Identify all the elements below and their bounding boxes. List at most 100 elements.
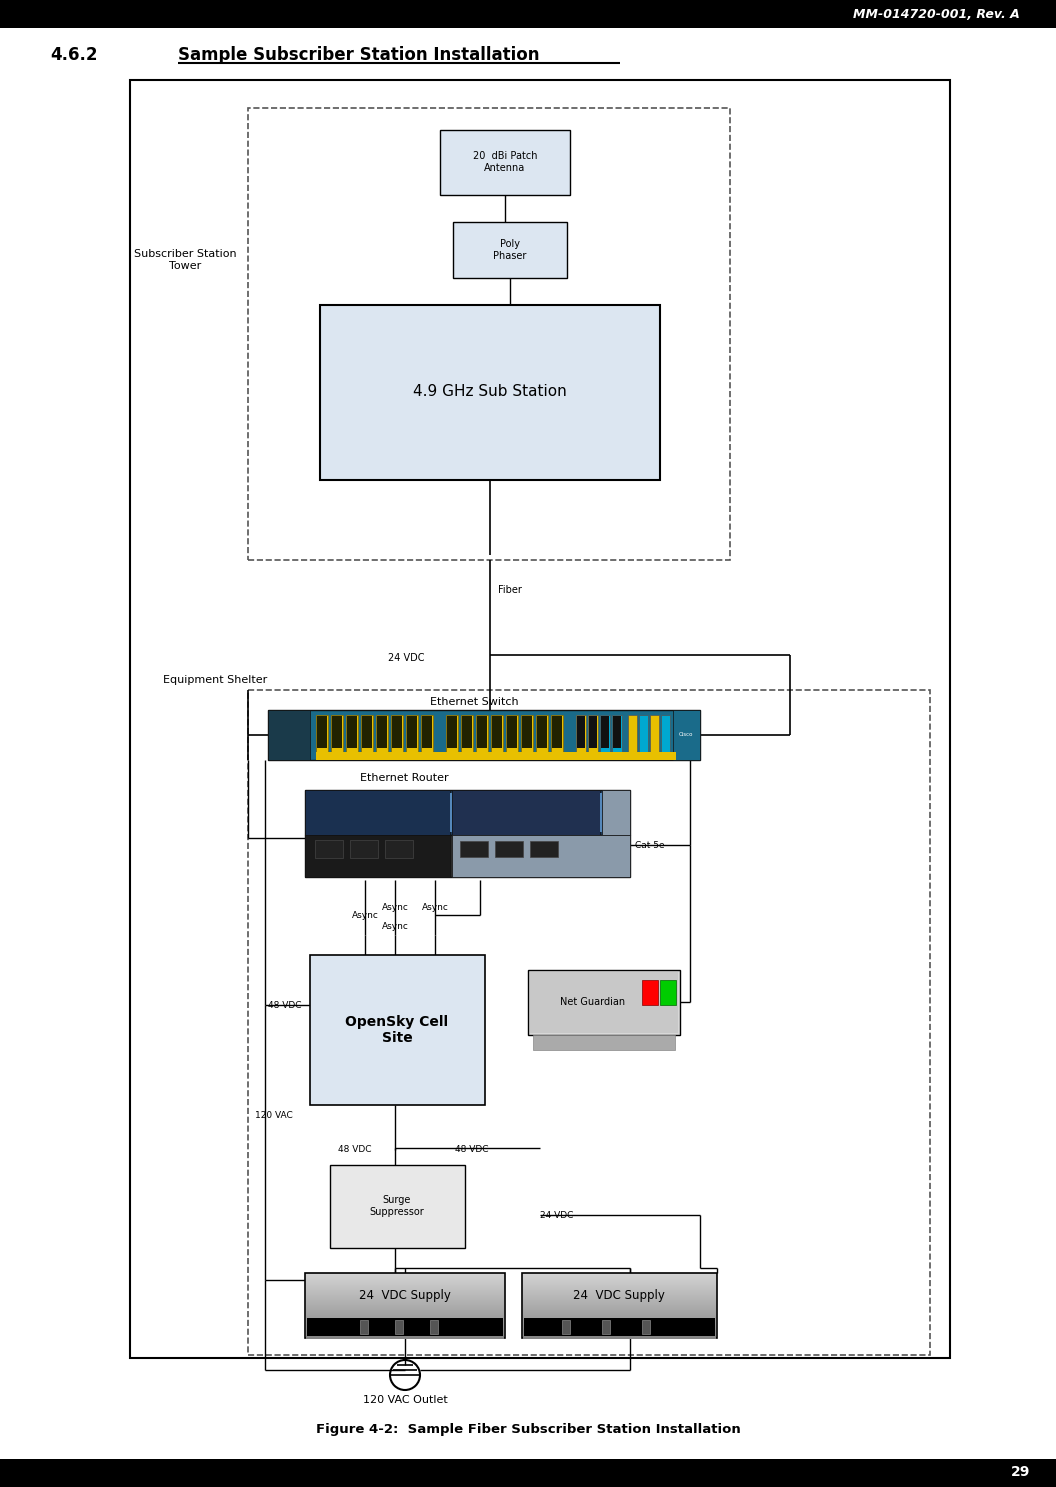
Text: Async: Async: [381, 922, 409, 931]
Bar: [430, 1320, 438, 1334]
Text: Cisco: Cisco: [679, 733, 693, 738]
Bar: [522, 1273, 717, 1338]
Bar: [552, 717, 562, 748]
Bar: [422, 717, 432, 748]
Text: 24  VDC Supply: 24 VDC Supply: [573, 1289, 665, 1301]
Bar: [639, 715, 648, 755]
Bar: [642, 1320, 650, 1334]
Bar: [660, 980, 676, 1005]
Bar: [268, 709, 310, 760]
Bar: [533, 1035, 675, 1050]
Text: Equipment Shelter: Equipment Shelter: [163, 675, 267, 686]
Bar: [461, 715, 473, 755]
Bar: [376, 715, 388, 755]
Bar: [421, 715, 433, 755]
Bar: [316, 715, 328, 755]
Bar: [551, 715, 563, 755]
Bar: [268, 709, 700, 760]
Text: Ethernet Router: Ethernet Router: [360, 773, 449, 784]
Bar: [0, 0, 1056, 28]
Bar: [320, 305, 660, 480]
Bar: [588, 715, 598, 755]
Bar: [491, 715, 503, 755]
Bar: [600, 715, 610, 755]
Text: 120 VAC Outlet: 120 VAC Outlet: [362, 1395, 448, 1405]
Bar: [305, 1273, 505, 1338]
Bar: [576, 715, 586, 755]
Bar: [391, 715, 403, 755]
Bar: [350, 840, 378, 858]
Bar: [0, 1459, 1056, 1487]
Text: 20  dBi Patch
Antenna: 20 dBi Patch Antenna: [473, 152, 538, 172]
Text: Figure 4-2:  Sample Fiber Subscriber Station Installation: Figure 4-2: Sample Fiber Subscriber Stat…: [316, 1423, 740, 1436]
Text: 24 VDC: 24 VDC: [540, 1210, 573, 1219]
Bar: [612, 717, 621, 748]
Text: Async: Async: [352, 912, 378, 920]
Text: 48 VDC: 48 VDC: [455, 1145, 489, 1154]
Bar: [315, 840, 343, 858]
Bar: [642, 980, 658, 1005]
Bar: [538, 717, 547, 748]
Bar: [530, 972, 678, 1033]
Text: OpenSky Cell
Site: OpenSky Cell Site: [345, 1016, 449, 1045]
Bar: [407, 717, 417, 748]
Bar: [317, 717, 327, 748]
Bar: [395, 1320, 403, 1334]
Text: Async: Async: [381, 903, 409, 912]
Bar: [450, 793, 452, 833]
Bar: [495, 842, 523, 857]
Bar: [248, 109, 730, 561]
Bar: [628, 715, 637, 755]
Text: 24  VDC Supply: 24 VDC Supply: [359, 1289, 451, 1301]
Bar: [528, 970, 680, 1035]
Bar: [331, 715, 343, 755]
Text: 48 VDC: 48 VDC: [268, 1001, 302, 1010]
Bar: [492, 717, 502, 748]
Bar: [360, 1320, 367, 1334]
Text: Fiber: Fiber: [498, 584, 522, 595]
Bar: [673, 709, 700, 760]
Bar: [332, 717, 342, 748]
Bar: [612, 715, 622, 755]
Bar: [602, 790, 630, 836]
Text: Ethernet Switch: Ethernet Switch: [430, 697, 518, 706]
Bar: [577, 717, 585, 748]
Text: MM-014720-001, Rev. A: MM-014720-001, Rev. A: [853, 7, 1020, 21]
Bar: [521, 715, 533, 755]
Bar: [305, 790, 630, 836]
Bar: [602, 1320, 610, 1334]
Bar: [329, 1164, 465, 1248]
Text: Sample Subscriber Station Installation: Sample Subscriber Station Installation: [178, 46, 540, 64]
Bar: [446, 715, 458, 755]
Bar: [452, 836, 630, 877]
Bar: [305, 836, 450, 877]
Bar: [536, 715, 548, 755]
Bar: [477, 717, 487, 748]
Bar: [305, 790, 450, 836]
Text: Net Guardian: Net Guardian: [561, 996, 625, 1007]
Bar: [524, 1317, 715, 1335]
Bar: [347, 717, 357, 748]
Bar: [530, 842, 558, 857]
Bar: [460, 842, 488, 857]
Text: 48 VDC: 48 VDC: [338, 1145, 372, 1154]
Bar: [650, 715, 659, 755]
Bar: [248, 690, 930, 1355]
Bar: [377, 717, 386, 748]
Text: Cat 5e: Cat 5e: [635, 840, 664, 849]
Bar: [562, 1320, 570, 1334]
Text: 120 VAC: 120 VAC: [254, 1111, 293, 1120]
Bar: [452, 790, 600, 836]
Bar: [661, 715, 670, 755]
Text: Surge
Suppressor: Surge Suppressor: [370, 1196, 425, 1216]
Bar: [385, 840, 413, 858]
Bar: [307, 1317, 503, 1335]
Bar: [453, 222, 567, 278]
Bar: [346, 715, 358, 755]
Bar: [589, 717, 597, 748]
Bar: [601, 717, 609, 748]
Bar: [406, 715, 418, 755]
Bar: [600, 793, 602, 833]
Bar: [476, 715, 488, 755]
Text: Subscriber Station
Tower: Subscriber Station Tower: [134, 250, 237, 271]
